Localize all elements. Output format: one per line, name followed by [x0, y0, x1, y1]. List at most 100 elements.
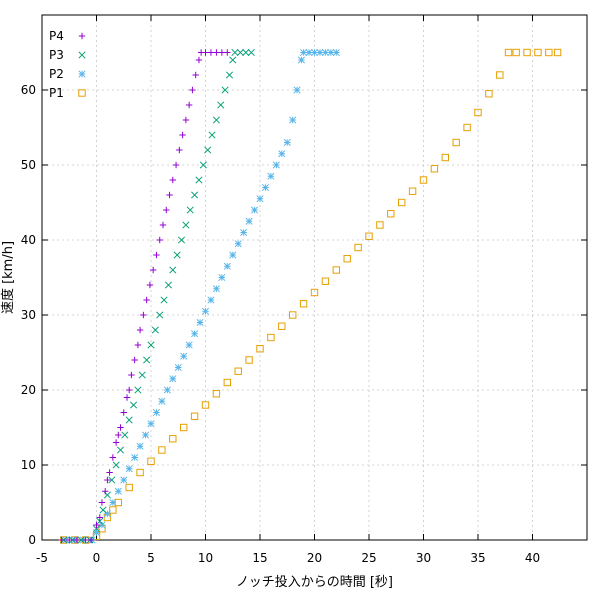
y-tick-label: 10 [21, 458, 36, 472]
data-point-p4 [159, 221, 167, 229]
y-tick-label: 60 [21, 83, 36, 97]
data-point-p2 [185, 341, 193, 349]
data-point-p4 [131, 356, 138, 364]
data-point-p1 [136, 468, 144, 477]
data-point-p1 [299, 300, 308, 308]
data-point-p1 [147, 457, 155, 465]
data-point-p3 [204, 146, 212, 154]
data-point-p1 [354, 243, 362, 252]
data-point-p2 [332, 48, 340, 57]
data-point-p2 [163, 386, 171, 394]
data-point-p3 [116, 446, 125, 454]
data-point-p3 [125, 416, 133, 424]
data-point-p2 [212, 285, 220, 293]
data-point-p2 [316, 48, 324, 57]
data-point-p2 [201, 307, 210, 315]
data-point-p1 [158, 446, 166, 454]
data-point-p3 [121, 431, 129, 439]
data-point-p4 [143, 296, 150, 304]
y-tick-label: 50 [21, 158, 36, 172]
data-point-p1 [430, 165, 439, 173]
data-point-p1 [109, 506, 117, 514]
data-point-p2 [240, 228, 248, 237]
data-point-p1 [441, 153, 450, 162]
y-axis-label: 速度 [km/h] [0, 241, 16, 314]
data-point-p4 [169, 176, 176, 184]
series-p4 [58, 49, 231, 544]
data-point-p1 [289, 311, 297, 319]
data-point-p1 [485, 90, 493, 98]
x-tick-label: 0 [93, 551, 101, 565]
data-point-p3 [217, 101, 225, 109]
data-point-p3 [134, 386, 142, 394]
data-point-p2 [321, 48, 329, 57]
data-point-p2 [272, 161, 280, 169]
data-point-p3 [130, 401, 138, 409]
data-point-p3 [212, 116, 220, 124]
data-point-p4 [109, 454, 117, 461]
data-point-p1 [310, 288, 319, 297]
legend-marker-p1 [78, 89, 86, 97]
data-point-p3 [208, 131, 216, 139]
data-point-p2 [293, 86, 301, 94]
data-point-p2 [196, 318, 204, 327]
data-point-p4 [66, 536, 73, 544]
data-point-p4 [82, 536, 89, 544]
data-point-p1 [267, 333, 275, 342]
data-point-p2 [305, 48, 313, 57]
data-point-p3 [186, 206, 194, 214]
legend: P4 P3 P2 P1 [49, 29, 86, 100]
data-point-p1 [125, 483, 133, 492]
data-point-p2 [141, 431, 150, 439]
data-point-p3 [236, 48, 244, 57]
data-point-p4 [134, 341, 142, 349]
data-point-p1 [553, 48, 562, 57]
data-point-p2 [103, 510, 111, 518]
data-point-p4 [185, 101, 193, 109]
data-point-p1 [545, 48, 553, 57]
data-point-p3 [195, 176, 203, 184]
data-point-p1 [234, 367, 242, 375]
data-point-p1 [419, 176, 428, 184]
series-p3 [60, 48, 255, 544]
data-point-p3 [143, 356, 151, 364]
data-point-p1 [376, 221, 384, 229]
data-point-p4 [104, 476, 111, 484]
data-point-p2 [125, 465, 133, 473]
data-point-p1 [534, 48, 542, 57]
data-point-p4 [98, 499, 106, 506]
data-point-p4 [172, 161, 180, 169]
data-point-p1 [496, 71, 504, 79]
data-point-p2 [234, 240, 242, 248]
data-point-p2 [207, 296, 215, 304]
legend-label-p3: P3 [49, 48, 64, 62]
data-point-p4 [146, 281, 154, 289]
data-point-p2 [297, 56, 305, 64]
data-point-p1 [321, 277, 330, 285]
data-point-p4 [202, 49, 209, 56]
data-point-p3 [156, 311, 164, 319]
data-point-p3 [138, 371, 146, 379]
y-tick-label: 20 [21, 383, 36, 397]
data-point-p2 [283, 138, 291, 147]
data-point-p3 [151, 326, 159, 334]
legend-marker-p4 [78, 32, 86, 40]
data-point-p4 [149, 266, 157, 274]
data-point-p4 [213, 49, 220, 56]
data-point-p1 [223, 378, 232, 387]
series-p2 [62, 48, 340, 544]
grid-lines [42, 15, 587, 540]
data-point-p4 [182, 116, 190, 124]
data-point-p1 [190, 412, 199, 420]
data-point-p2 [289, 116, 297, 124]
series-p1 [60, 48, 562, 544]
data-point-p2 [256, 195, 264, 203]
legend-marker-p2 [78, 70, 86, 78]
y-tick-label: 30 [21, 308, 36, 322]
data-point-p4 [136, 326, 144, 334]
data-point-p4 [195, 56, 203, 64]
legend-label-p1: P1 [49, 86, 64, 100]
data-point-p1 [256, 345, 264, 353]
data-point-p4 [166, 191, 173, 199]
x-tick-label: 20 [307, 551, 322, 565]
